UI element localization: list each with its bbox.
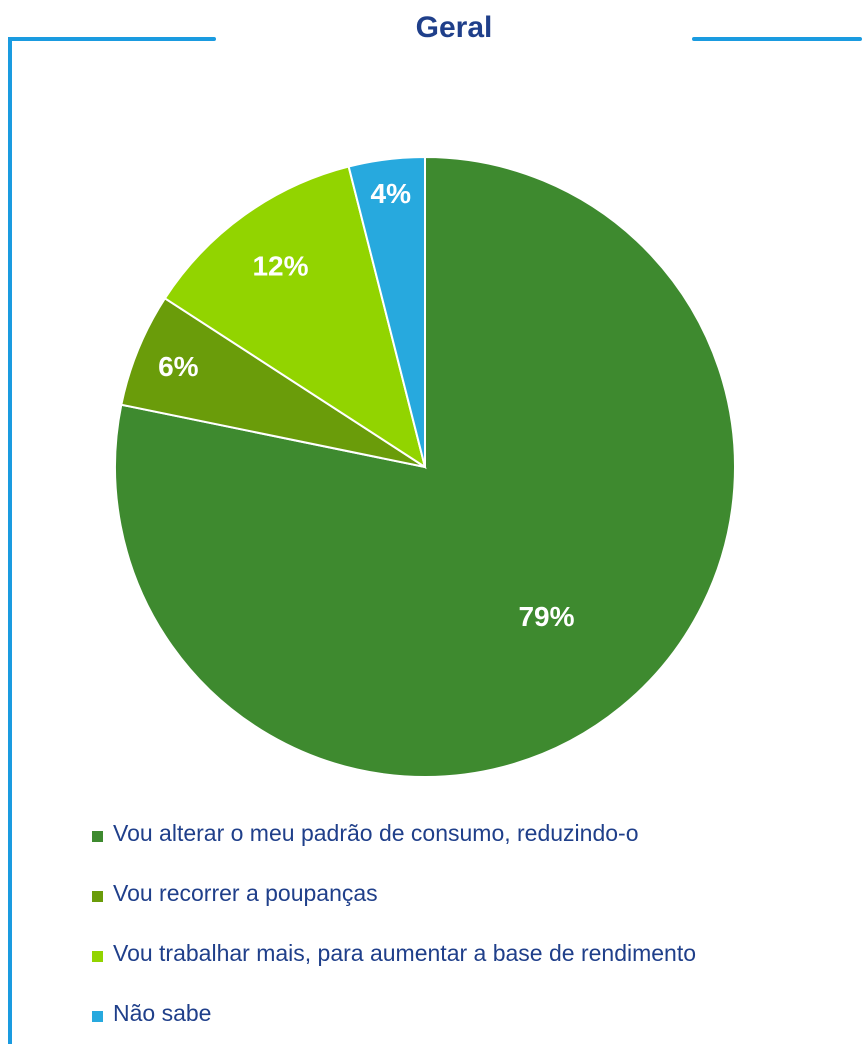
legend-swatch-nao-sabe xyxy=(92,1011,103,1022)
legend-swatch-consumo xyxy=(92,831,103,842)
data-label-poupancas: 6% xyxy=(158,351,199,382)
pie-chart: 79% 6% 12% 4% xyxy=(114,155,736,778)
chart-title: Geral xyxy=(415,11,493,44)
pie-slice-trabalhar xyxy=(163,165,427,470)
legend-label-nao-sabe: Não sabe xyxy=(113,1000,212,1026)
data-label-trabalhar: 12% xyxy=(252,250,308,281)
legend-label-trabalhar: Vou trabalhar mais, para aumentar a base… xyxy=(113,940,697,966)
data-label-nao-sabe: 4% xyxy=(371,178,412,209)
legend-label-poupancas: Vou recorrer a poupanças xyxy=(113,880,378,906)
frame-line-left-top xyxy=(8,37,216,41)
legend-swatch-poupancas xyxy=(92,891,103,902)
pie-slice-nao-sabe xyxy=(347,155,426,468)
legend-label-consumo: Vou alterar o meu padrão de consumo, red… xyxy=(113,820,639,846)
frame-line-right-top xyxy=(692,37,862,41)
frame-line-left-vertical xyxy=(8,37,12,1044)
data-label-consumo: 79% xyxy=(518,601,574,632)
legend-swatch-trabalhar xyxy=(92,951,103,962)
